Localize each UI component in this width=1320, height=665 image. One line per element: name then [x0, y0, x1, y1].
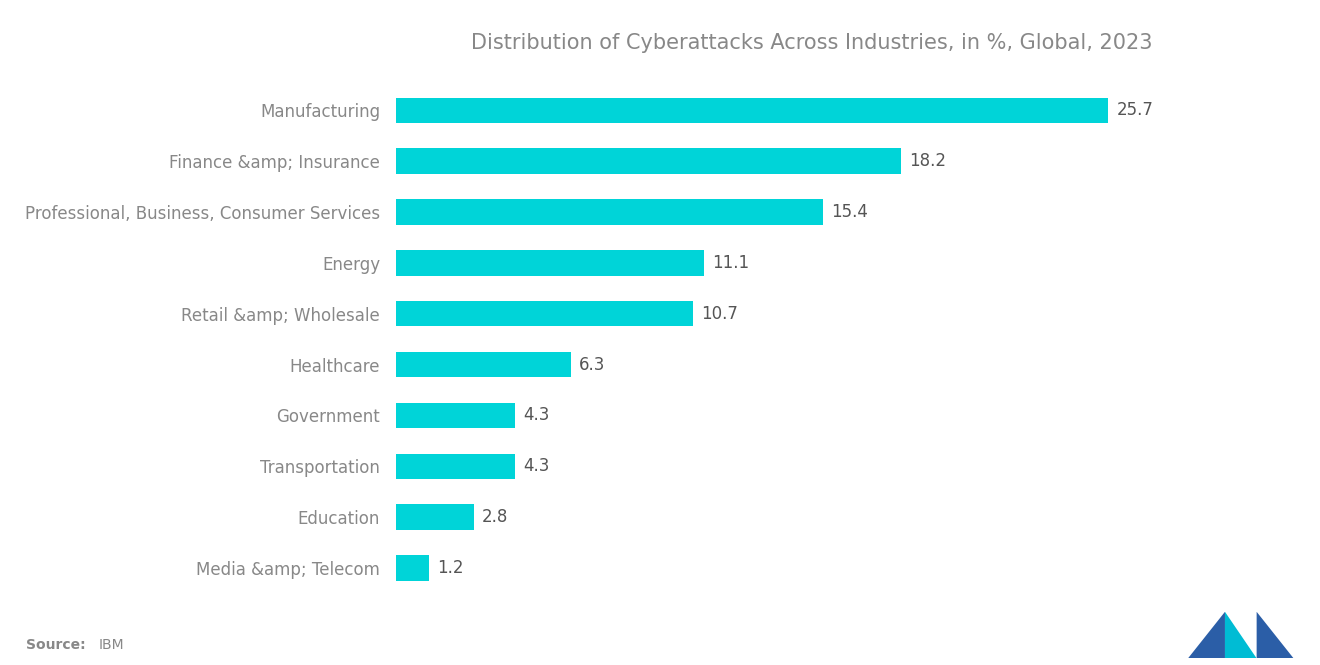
Bar	[396, 352, 570, 377]
Bar	[396, 250, 704, 275]
Bar	[396, 98, 1109, 123]
Bar	[396, 200, 822, 225]
Bar	[396, 555, 429, 581]
Polygon shape	[1188, 612, 1225, 658]
Text: 4.3: 4.3	[524, 458, 550, 475]
Text: 6.3: 6.3	[579, 356, 606, 374]
Text: 25.7: 25.7	[1117, 101, 1154, 119]
Bar	[396, 403, 515, 428]
Text: 15.4: 15.4	[832, 203, 869, 221]
Text: 11.1: 11.1	[711, 254, 750, 272]
Text: 4.3: 4.3	[524, 406, 550, 424]
Bar	[396, 454, 515, 479]
Polygon shape	[1225, 612, 1257, 658]
Text: 2.8: 2.8	[482, 508, 508, 526]
Text: 1.2: 1.2	[437, 559, 465, 577]
Bar	[396, 148, 900, 174]
Text: Source:: Source:	[26, 638, 91, 652]
Text: 18.2: 18.2	[908, 152, 946, 170]
Bar	[396, 505, 474, 530]
Text: 10.7: 10.7	[701, 305, 738, 323]
Text: IBM: IBM	[99, 638, 124, 652]
Polygon shape	[1257, 612, 1294, 658]
Title: Distribution of Cyberattacks Across Industries, in %, Global, 2023: Distribution of Cyberattacks Across Indu…	[471, 33, 1152, 53]
Bar	[396, 301, 693, 327]
